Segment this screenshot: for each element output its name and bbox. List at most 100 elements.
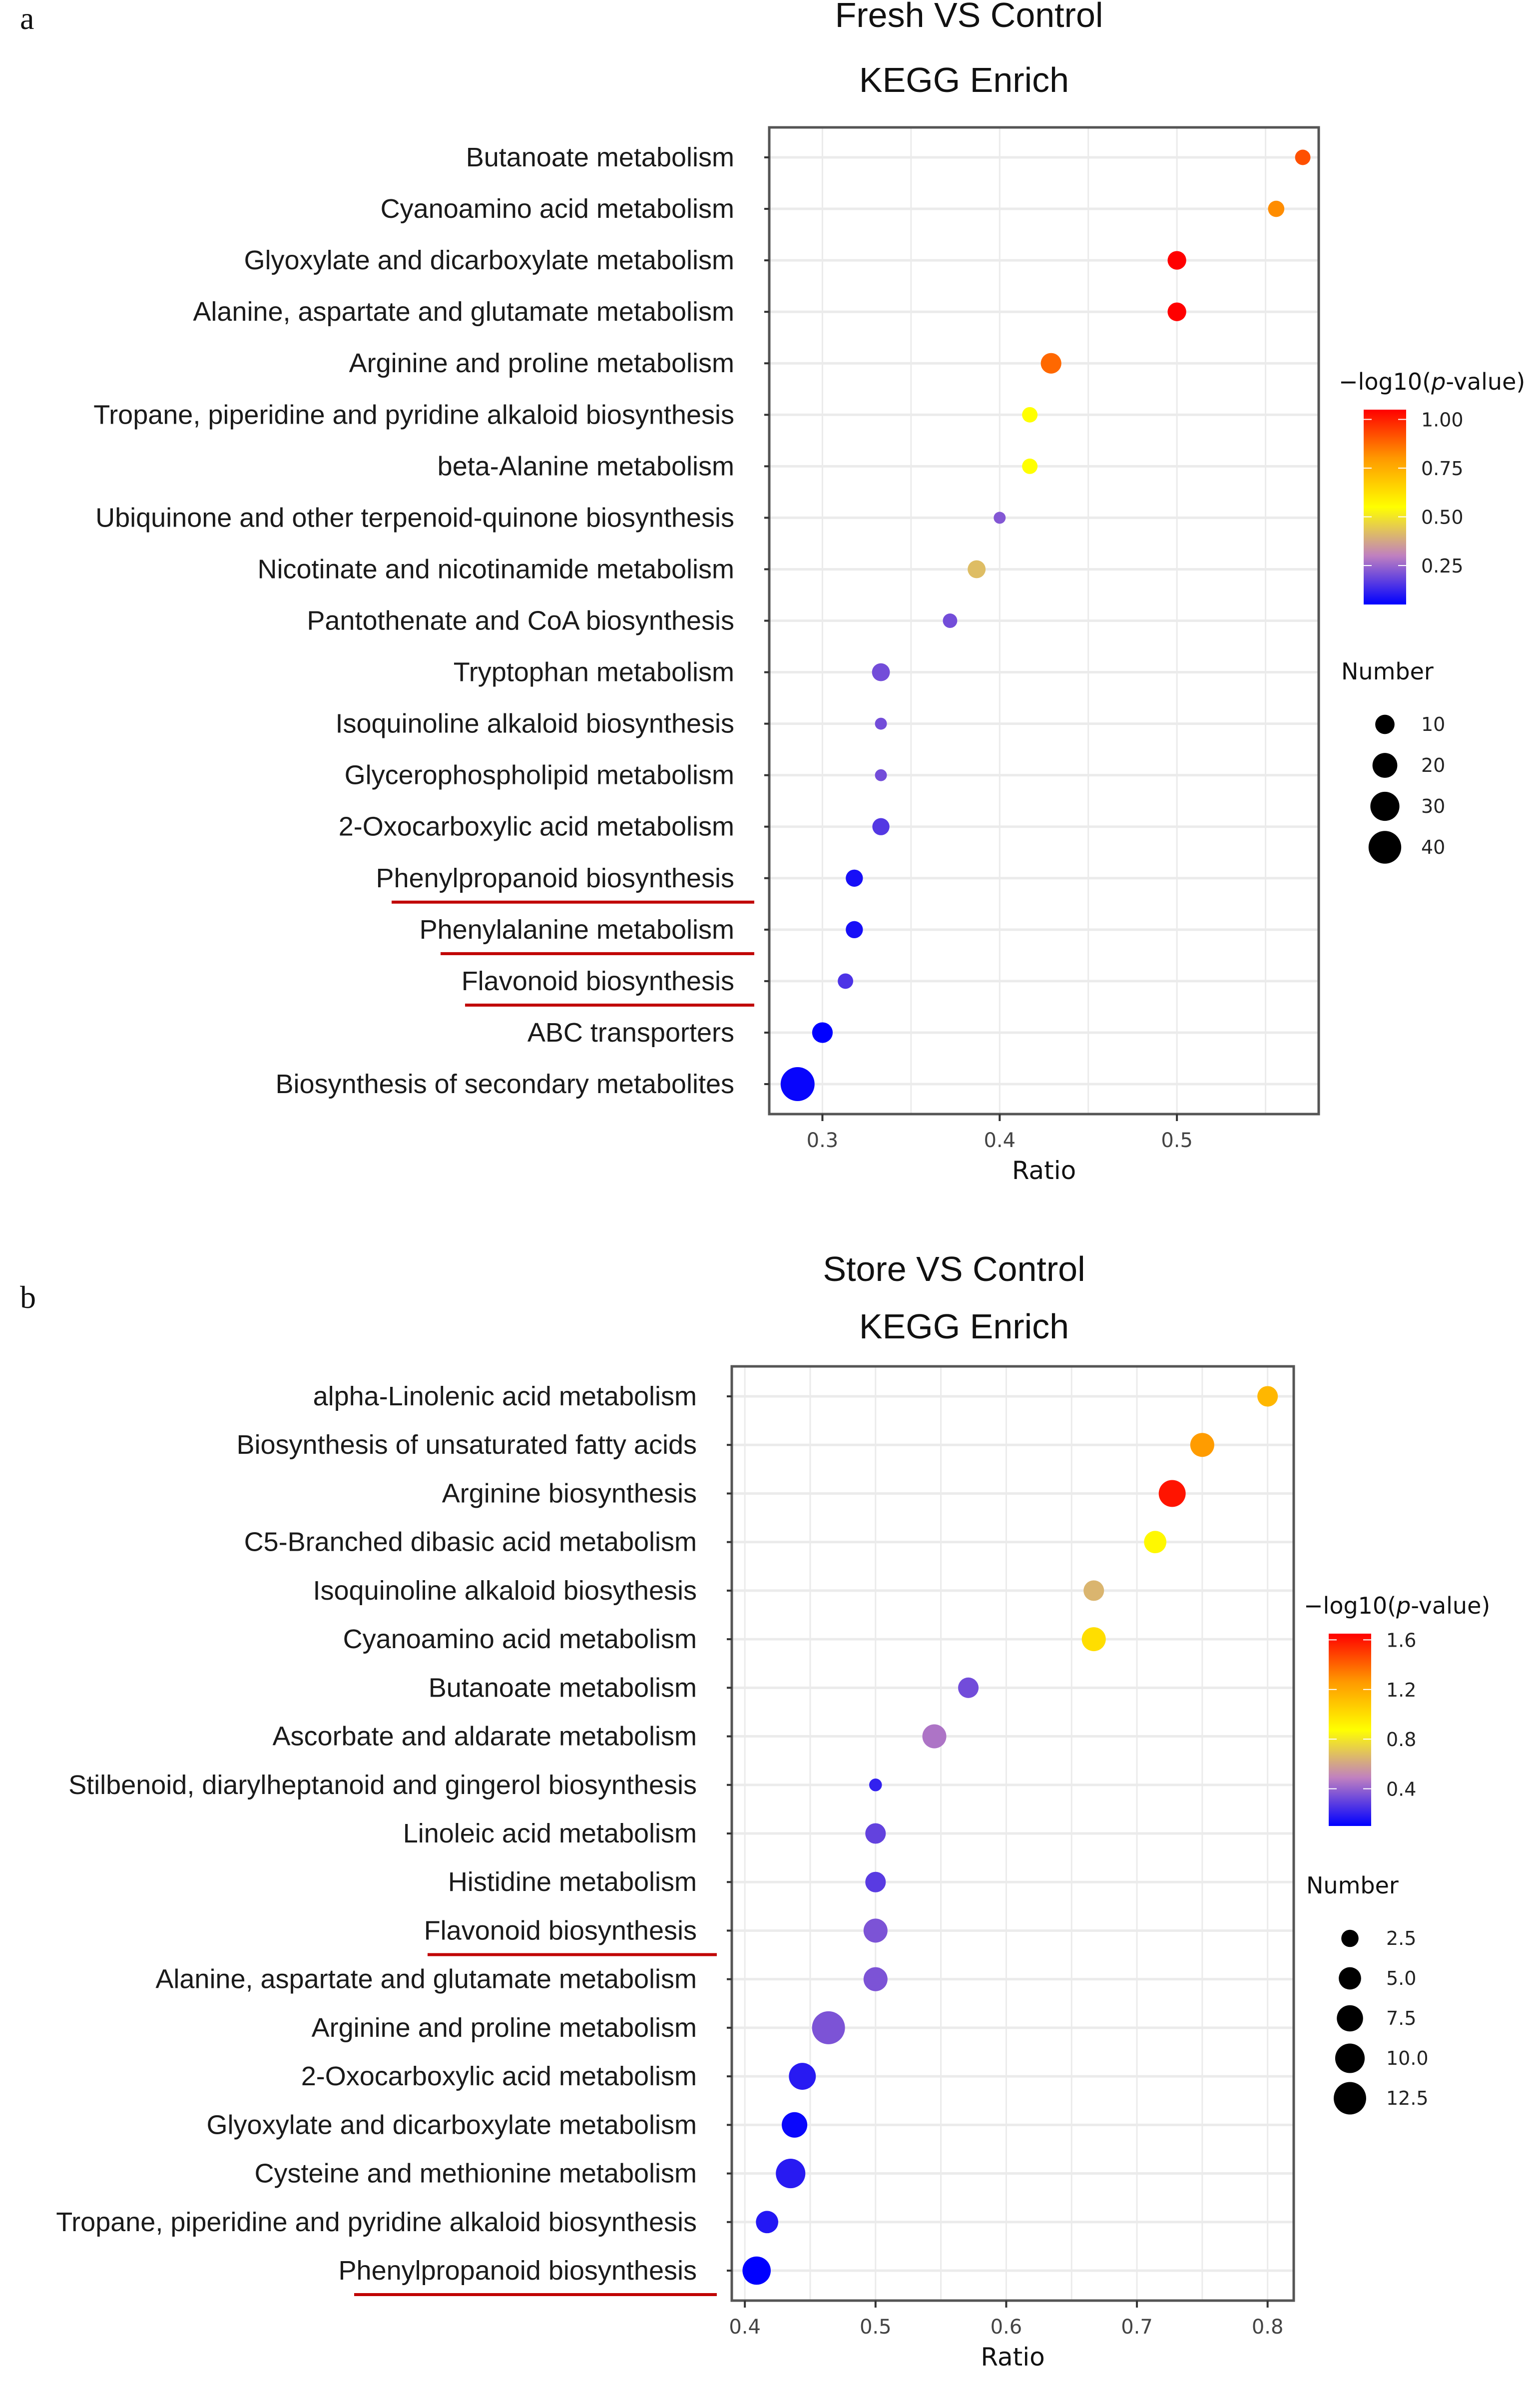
y-tick-label: Butanoate metabolism [466, 142, 734, 172]
y-tick-label: Flavonoid biosynthesis [424, 1915, 697, 1945]
colorbar-tick-label: 0.8 [1386, 1729, 1416, 1751]
y-tick-label: Alanine, aspartate and glutamate metabol… [193, 297, 734, 327]
chart-b-title: Store VS Control [823, 1249, 1085, 1288]
colorbar [1329, 1634, 1371, 1826]
data-point-bubble [863, 1918, 888, 1943]
data-point-bubble [789, 2063, 816, 2090]
data-point-bubble [1190, 1433, 1214, 1457]
size-legend-bubble [1370, 791, 1400, 821]
data-point-bubble [846, 869, 863, 887]
y-tick-label: Arginine biosynthesis [442, 1478, 697, 1508]
data-point-bubble [1167, 302, 1186, 321]
size-legend-label: 30 [1421, 795, 1445, 817]
y-tick-label: Flavonoid biosynthesis [462, 966, 734, 996]
data-point-bubble [869, 1779, 882, 1792]
size-legend-bubble [1339, 1967, 1361, 1990]
x-tick-label: 0.4 [729, 2316, 761, 2339]
data-point-bubble [812, 1022, 833, 1043]
y-tick-label: Glyoxylate and dicarboxylate metabolism [207, 2110, 697, 2140]
data-point-bubble [863, 1967, 888, 1991]
size-legend-label: 2.5 [1386, 1927, 1416, 1949]
colorbar-tick-label: 0.50 [1421, 507, 1464, 529]
y-tick-label: 2-Oxocarboxylic acid metabolism [339, 812, 734, 842]
size-legend-bubble [1368, 831, 1402, 864]
data-point-bubble [872, 663, 890, 681]
y-tick-label: Tropane, piperidine and pyridine alkaloi… [56, 2207, 697, 2237]
y-tick-label: Pantothenate and CoA biosynthesis [307, 606, 734, 636]
y-tick-label: Isoquinoline alkaloid biosynthesis [335, 709, 734, 739]
data-point-bubble [756, 2211, 779, 2234]
size-legend-label: 10 [1421, 713, 1445, 735]
y-tick-label: Butanoate metabolism [429, 1673, 697, 1703]
data-point-bubble [846, 921, 863, 939]
y-tick-label: beta-Alanine metabolism [438, 451, 734, 481]
x-tick-label: 0.4 [984, 1129, 1016, 1152]
data-point-bubble [782, 2112, 808, 2138]
size-legend-label: 40 [1421, 836, 1445, 858]
data-point-bubble [1257, 1386, 1278, 1407]
chart-a-title: Fresh VS Control [835, 0, 1103, 34]
chart-b-subtitle: KEGG Enrich [859, 1307, 1069, 1346]
y-tick-label: Cysteine and methionine metabolism [255, 2159, 697, 2189]
size-legend-label: 10.0 [1386, 2047, 1429, 2069]
data-point-bubble [958, 1677, 979, 1698]
x-tick-label: 0.7 [1121, 2316, 1153, 2339]
data-point-bubble [1158, 1480, 1186, 1507]
y-tick-label: Arginine and proline metabolism [349, 348, 734, 378]
data-point-bubble [922, 1724, 947, 1749]
bubble-chart-fresh-vs-control: Butanoate metabolism Cyanoamino acid meta… [93, 126, 1525, 1185]
color-legend-title: −log10(p-value) [1304, 1592, 1490, 1619]
data-point-bubble [1083, 1580, 1104, 1601]
x-tick-label: 0.8 [1252, 2316, 1284, 2339]
y-tick-label: Tryptophan metabolism [454, 657, 734, 687]
x-tick-label: 0.6 [991, 2316, 1023, 2339]
size-legend-bubble [1335, 2043, 1365, 2073]
y-tick-label: Isoquinoline alkaloid biosythesis [313, 1576, 697, 1606]
y-tick-label: alpha-Linolenic acid metabolism [313, 1381, 697, 1411]
y-tick-label: Phenylpropanoid biosynthesis [376, 863, 734, 893]
colorbar [1364, 410, 1406, 604]
size-legend-bubble [1375, 714, 1395, 734]
data-point-bubble [780, 1067, 815, 1101]
colorbar-tick-label: 1.00 [1421, 409, 1464, 431]
x-axis-label: Ratio [1012, 1156, 1076, 1185]
colorbar-tick-label: 1.2 [1386, 1679, 1416, 1701]
data-point-bubble [1295, 149, 1311, 165]
color-legend-title: −log10(p-value) [1339, 368, 1525, 395]
colorbar-tick-label: 0.25 [1421, 555, 1464, 577]
y-tick-label: Histidine metabolism [448, 1867, 697, 1897]
data-point-bubble [875, 717, 887, 730]
size-legend-title: Number [1341, 658, 1434, 685]
y-tick-label: Linoleic acid metabolism [403, 1818, 697, 1848]
x-axis-label: Ratio [981, 2343, 1044, 2372]
y-tick-label: Glyoxylate and dicarboxylate metabolism [244, 245, 734, 275]
y-tick-label: ABC transporters [527, 1018, 734, 1048]
size-legend-bubble [1341, 1929, 1359, 1947]
data-point-bubble [812, 2011, 845, 2044]
data-point-bubble [875, 769, 887, 781]
y-tick-label: Cyanoamino acid metabolism [343, 1624, 697, 1654]
x-tick-label: 0.5 [1161, 1129, 1193, 1152]
y-tick-label: Biosynthesis of secondary metabolites [276, 1069, 734, 1099]
y-tick-label: Ascorbate and aldarate metabolism [273, 1722, 697, 1752]
data-point-bubble [1040, 353, 1061, 374]
x-tick-label: 0.5 [860, 2316, 892, 2339]
y-tick-label: Glycerophospholipid metabolism [345, 760, 734, 790]
y-tick-label: Phenylalanine metabolism [420, 915, 734, 945]
size-legend-label: 20 [1421, 754, 1445, 776]
data-point-bubble [776, 2158, 806, 2189]
data-point-bubble [994, 512, 1006, 524]
data-point-bubble [865, 1871, 886, 1892]
data-point-bubble [968, 560, 986, 579]
colorbar-tick-label: 1.6 [1386, 1629, 1416, 1651]
data-point-bubble [1144, 1531, 1167, 1554]
data-point-bubble [742, 2256, 771, 2285]
y-tick-label: Nicotinate and nicotinamide metabolism [258, 554, 735, 584]
data-point-bubble [838, 973, 854, 989]
size-legend-title: Number [1306, 1872, 1399, 1899]
panel-letter-a: a [20, 0, 34, 36]
size-legend-label: 12.5 [1386, 2087, 1429, 2109]
y-tick-label: Stilbenoid, diarylheptanoid and gingerol… [68, 1770, 697, 1800]
y-tick-label: C5-Branched dibasic acid metabolism [244, 1527, 697, 1557]
y-tick-label: Cyanoamino acid metabolism [381, 194, 734, 224]
